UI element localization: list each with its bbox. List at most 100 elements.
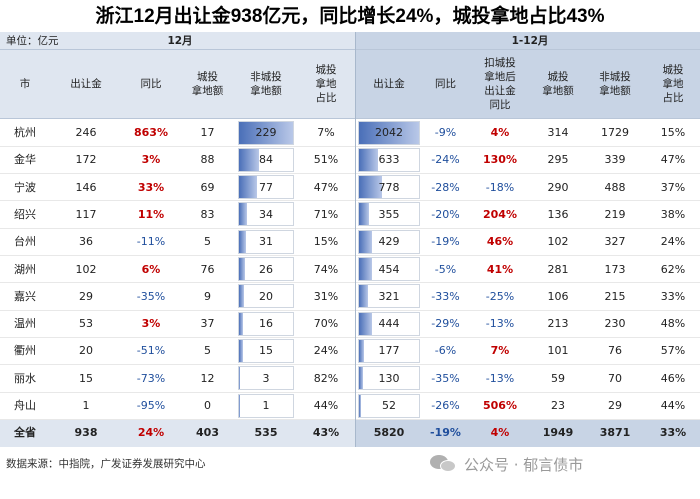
col-header-dec-ct: 城投 拿地额 (180, 70, 235, 98)
cell-yr-nonct: 1729 (601, 126, 629, 139)
cell-dec-share: 47% (313, 180, 339, 194)
cell-city: 杭州 (14, 126, 36, 139)
col-header-line: 拿地额 (542, 85, 574, 97)
cell-dec-ct: 12 (200, 371, 215, 385)
cell-yr-ct: 290 (547, 180, 569, 194)
cell-yr-share: 44% (660, 399, 686, 412)
cell-city: 舟山 (14, 399, 36, 412)
cell-dec-nonct: 3 (262, 371, 270, 385)
title-part: 43% (566, 6, 605, 27)
cell-city: 衢州 (14, 344, 36, 358)
cell-yr-share: 38% (660, 207, 686, 221)
cell-yr-revenue: 2042 (375, 126, 403, 139)
data-source: 数据来源：中指院，广发证券发展研究中心 (6, 458, 206, 470)
cell-yr-revenue: 177 (378, 344, 400, 358)
cell-dec-share: 15% (313, 235, 339, 249)
cell-city: 台州 (14, 235, 36, 249)
data-bar-fill (359, 203, 370, 226)
wechat-icon (430, 453, 458, 475)
header-bottom-divider (0, 118, 700, 119)
cell-dec-nonct: 229 (255, 126, 277, 139)
data-bar-yr-revenue (358, 257, 420, 281)
cell-yr-yoy: -33% (431, 289, 460, 303)
cell-yr-nonct: 215 (604, 289, 626, 303)
data-bar-fill (239, 258, 246, 280)
total-dec-yoy: 24% (137, 426, 165, 439)
data-bar-dec-nonct (238, 229, 294, 254)
cell-dec-share: 24% (313, 344, 339, 358)
cell-yr-revenue: 633 (378, 153, 400, 167)
title-part: 月出让金 (154, 5, 231, 27)
cell-yr-yoy: -35% (431, 371, 460, 385)
data-bar-fill (239, 312, 243, 335)
cell-yr-yoy-ex: 506% (483, 399, 517, 412)
cell-dec-ct: 83 (200, 207, 215, 221)
cell-city: 金华 (14, 153, 36, 167)
cell-dec-revenue: 172 (75, 153, 97, 167)
cell-yr-revenue: 454 (378, 262, 400, 276)
cell-dec-yoy: 863% (134, 126, 168, 139)
cell-dec-ct: 17 (200, 126, 215, 139)
col-header-line: 出让金 (373, 78, 405, 90)
data-bar-dec-nonct (238, 257, 294, 281)
data-bar-yr-revenue (358, 366, 420, 391)
cell-dec-yoy: -51% (136, 344, 166, 358)
total-yr-ct: 1949 (542, 426, 574, 439)
data-bar-yr-revenue (358, 229, 420, 254)
group-december: 12月 (167, 35, 193, 47)
cell-yr-yoy: -24% (431, 153, 460, 167)
total-yr-share: 33% (659, 426, 687, 439)
cell-yr-yoy: -29% (431, 317, 460, 331)
watermark-text: 公众号 · 郁言债市 (464, 455, 584, 474)
cell-dec-revenue: 15 (79, 371, 93, 385)
land-sale-table: 单位：亿元 12月 1-12月 市出让金 同比 城投 拿地额 非城投 拿地额 城投 拿地 占比出… (0, 32, 700, 447)
data-bar-fill (359, 176, 382, 199)
cell-dec-nonct: 15 (259, 344, 273, 358)
cell-yr-revenue: 52 (382, 399, 396, 412)
cell-city: 绍兴 (14, 207, 36, 221)
cell-yr-yoy: -28% (431, 180, 460, 194)
col-header-line: 占比 (662, 92, 684, 104)
data-bar-fill (359, 367, 363, 390)
cell-dec-yoy: -95% (136, 399, 166, 412)
cell-yr-yoy-ex: 41% (486, 262, 514, 276)
cell-yr-ct: 281 (547, 262, 569, 276)
title-part: 24% (395, 6, 434, 27)
cell-yr-share: 46% (660, 371, 686, 385)
cell-yr-yoy: -6% (434, 344, 457, 358)
col-header-city: 市 (0, 77, 50, 91)
cell-yr-ct: 101 (547, 344, 569, 358)
cell-dec-yoy: 3% (141, 317, 161, 331)
cell-yr-share: 62% (660, 262, 686, 276)
col-header-line: 城投 (547, 71, 569, 83)
col-header-line: 占比 (315, 92, 337, 104)
cell-yr-nonct: 76 (608, 344, 622, 358)
cell-yr-nonct: 219 (604, 207, 626, 221)
watermark: 公众号 · 郁言债市 (430, 449, 700, 479)
cell-yr-yoy-ex: 130% (483, 153, 517, 167)
cell-dec-yoy: 3% (141, 153, 161, 167)
cell-yr-yoy-ex: 46% (486, 235, 514, 249)
col-header-yr-revenue: 出让金 (355, 77, 423, 91)
header-divider (0, 49, 700, 50)
title-part: 亿元，同比增长 (262, 5, 396, 27)
col-header-line: 非城投 (599, 71, 631, 83)
total-row-bg-right (355, 419, 700, 447)
col-header-dec-revenue: 出让金 (50, 77, 122, 91)
cell-dec-revenue: 1 (82, 399, 90, 412)
data-bar-yr-revenue (358, 120, 420, 145)
cell-yr-nonct: 230 (604, 317, 626, 331)
cell-city: 丽水 (14, 371, 36, 385)
col-header-line: 出让金 (484, 85, 516, 97)
cell-yr-ct: 295 (547, 153, 569, 167)
row-divider (0, 309, 700, 311)
col-header-line: 扣城投 (484, 57, 516, 69)
data-bar-fill (239, 285, 244, 308)
cell-dec-nonct: 26 (259, 262, 273, 276)
cell-yr-revenue: 321 (378, 289, 400, 303)
data-bar-fill (239, 394, 240, 417)
col-header-dec-yoy: 同比 (122, 77, 180, 91)
cell-yr-nonct: 173 (604, 262, 626, 276)
cell-dec-yoy: 33% (137, 180, 165, 194)
total-dec-nonct: 535 (254, 426, 278, 439)
